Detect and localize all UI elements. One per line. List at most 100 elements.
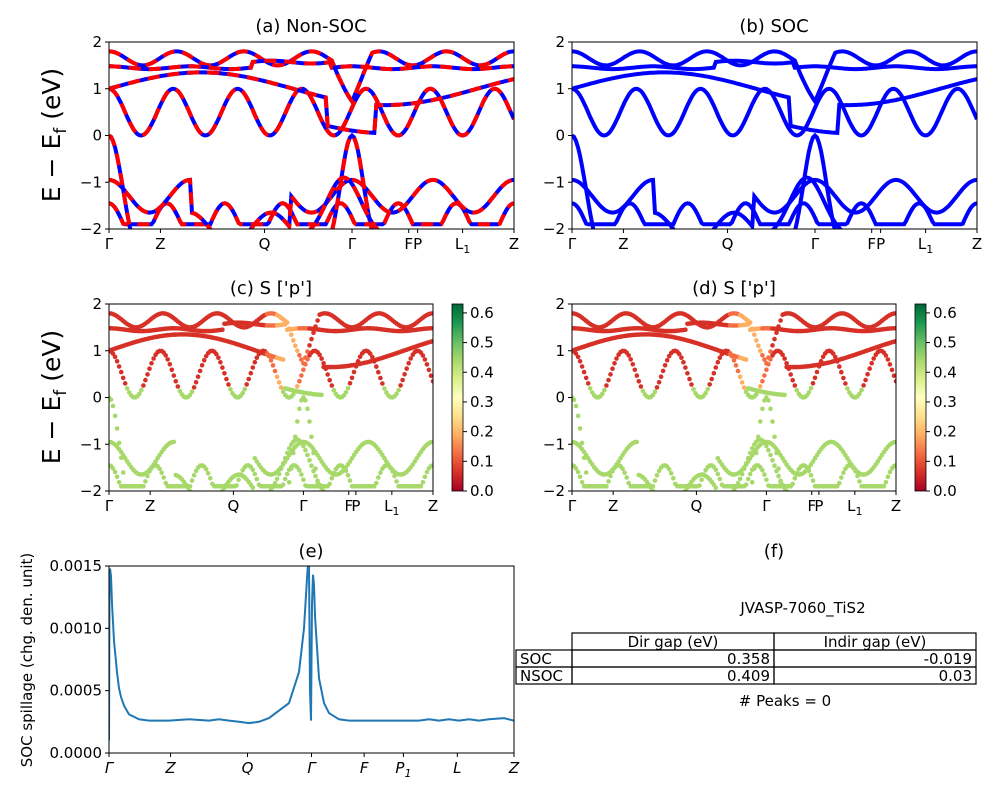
band-point <box>291 392 296 397</box>
band-point <box>754 392 759 397</box>
band-point <box>390 536 395 541</box>
ytick-label: 1 <box>92 80 102 98</box>
band-point <box>297 353 302 358</box>
band-point <box>794 387 800 393</box>
band-point <box>325 513 330 518</box>
band-point <box>760 353 765 358</box>
band-point <box>893 311 896 316</box>
band-point <box>254 536 259 541</box>
band-point <box>746 536 751 541</box>
band-point <box>168 498 173 503</box>
band-point <box>430 463 433 468</box>
band-point <box>192 498 197 503</box>
band-point <box>634 373 640 378</box>
band-point <box>408 356 414 361</box>
band-point <box>861 498 866 503</box>
band-point <box>784 506 789 511</box>
band-point <box>766 447 771 453</box>
band-point <box>147 535 152 540</box>
band-point <box>673 502 678 507</box>
band-point <box>349 375 355 381</box>
band-point <box>177 388 183 394</box>
band-point <box>125 517 130 522</box>
band-point <box>374 498 379 503</box>
band-point <box>774 450 779 456</box>
band-point <box>728 492 733 497</box>
band-point <box>881 484 887 489</box>
band-point <box>420 353 426 358</box>
band-point <box>743 482 749 488</box>
band-point <box>703 536 708 541</box>
band-point <box>585 381 591 386</box>
band-point <box>833 536 838 541</box>
band-point <box>411 536 416 541</box>
band-point <box>575 413 581 419</box>
band-point <box>655 498 660 503</box>
band-point <box>786 510 791 515</box>
band-point <box>784 488 789 491</box>
band-point <box>338 517 343 522</box>
band-point <box>429 536 434 541</box>
band-point <box>683 365 688 370</box>
band-point <box>577 359 583 364</box>
band-point <box>758 419 763 424</box>
band-point <box>747 450 753 456</box>
band-point <box>663 535 668 540</box>
band-point <box>360 536 365 541</box>
band-point <box>378 470 383 476</box>
band-point <box>699 536 704 541</box>
band-point <box>147 517 152 522</box>
band-point <box>216 355 221 361</box>
band-point <box>204 505 209 510</box>
band-point <box>267 517 272 522</box>
band-point <box>184 517 189 522</box>
band-point <box>252 471 258 477</box>
band-point <box>790 495 795 500</box>
band-point <box>200 504 205 509</box>
panel-f-title: (f) <box>764 541 784 562</box>
band-point <box>408 498 413 503</box>
band-point <box>810 478 816 483</box>
band-point <box>340 536 345 541</box>
band-point <box>839 475 844 480</box>
band-point <box>588 498 593 503</box>
band-point <box>758 536 763 541</box>
band-point <box>585 483 591 489</box>
band-point <box>643 498 648 503</box>
band-point <box>354 517 359 522</box>
band-point <box>624 498 629 503</box>
band-point <box>886 517 891 522</box>
band-point <box>196 498 201 503</box>
band-point <box>608 517 613 522</box>
band-point <box>319 536 324 541</box>
band-point <box>224 517 229 522</box>
band-point <box>431 536 436 541</box>
band-point <box>837 517 842 522</box>
band-point <box>374 536 379 541</box>
band-point <box>358 536 363 541</box>
band-point <box>384 517 389 522</box>
band-point <box>758 348 763 354</box>
band-point <box>681 492 686 497</box>
band-point <box>861 536 866 541</box>
band-point <box>685 371 690 376</box>
band-point <box>884 517 889 522</box>
table-row-soc-indir: -0.019 <box>924 650 972 668</box>
band-point <box>837 364 842 369</box>
xtick-label: Γ <box>811 235 820 253</box>
band-point <box>697 483 702 488</box>
band-point <box>415 498 420 503</box>
band-point <box>275 536 280 541</box>
band-point <box>273 516 278 521</box>
panel-a-bands <box>109 49 514 229</box>
band-point <box>865 372 870 377</box>
band-point <box>776 473 781 479</box>
band-point <box>792 476 798 481</box>
band-point <box>161 535 166 540</box>
band-point <box>285 491 290 496</box>
band-point <box>220 327 225 333</box>
band-point <box>155 535 160 540</box>
band-point <box>194 498 199 503</box>
band-point <box>123 498 128 503</box>
band-point <box>421 498 426 503</box>
